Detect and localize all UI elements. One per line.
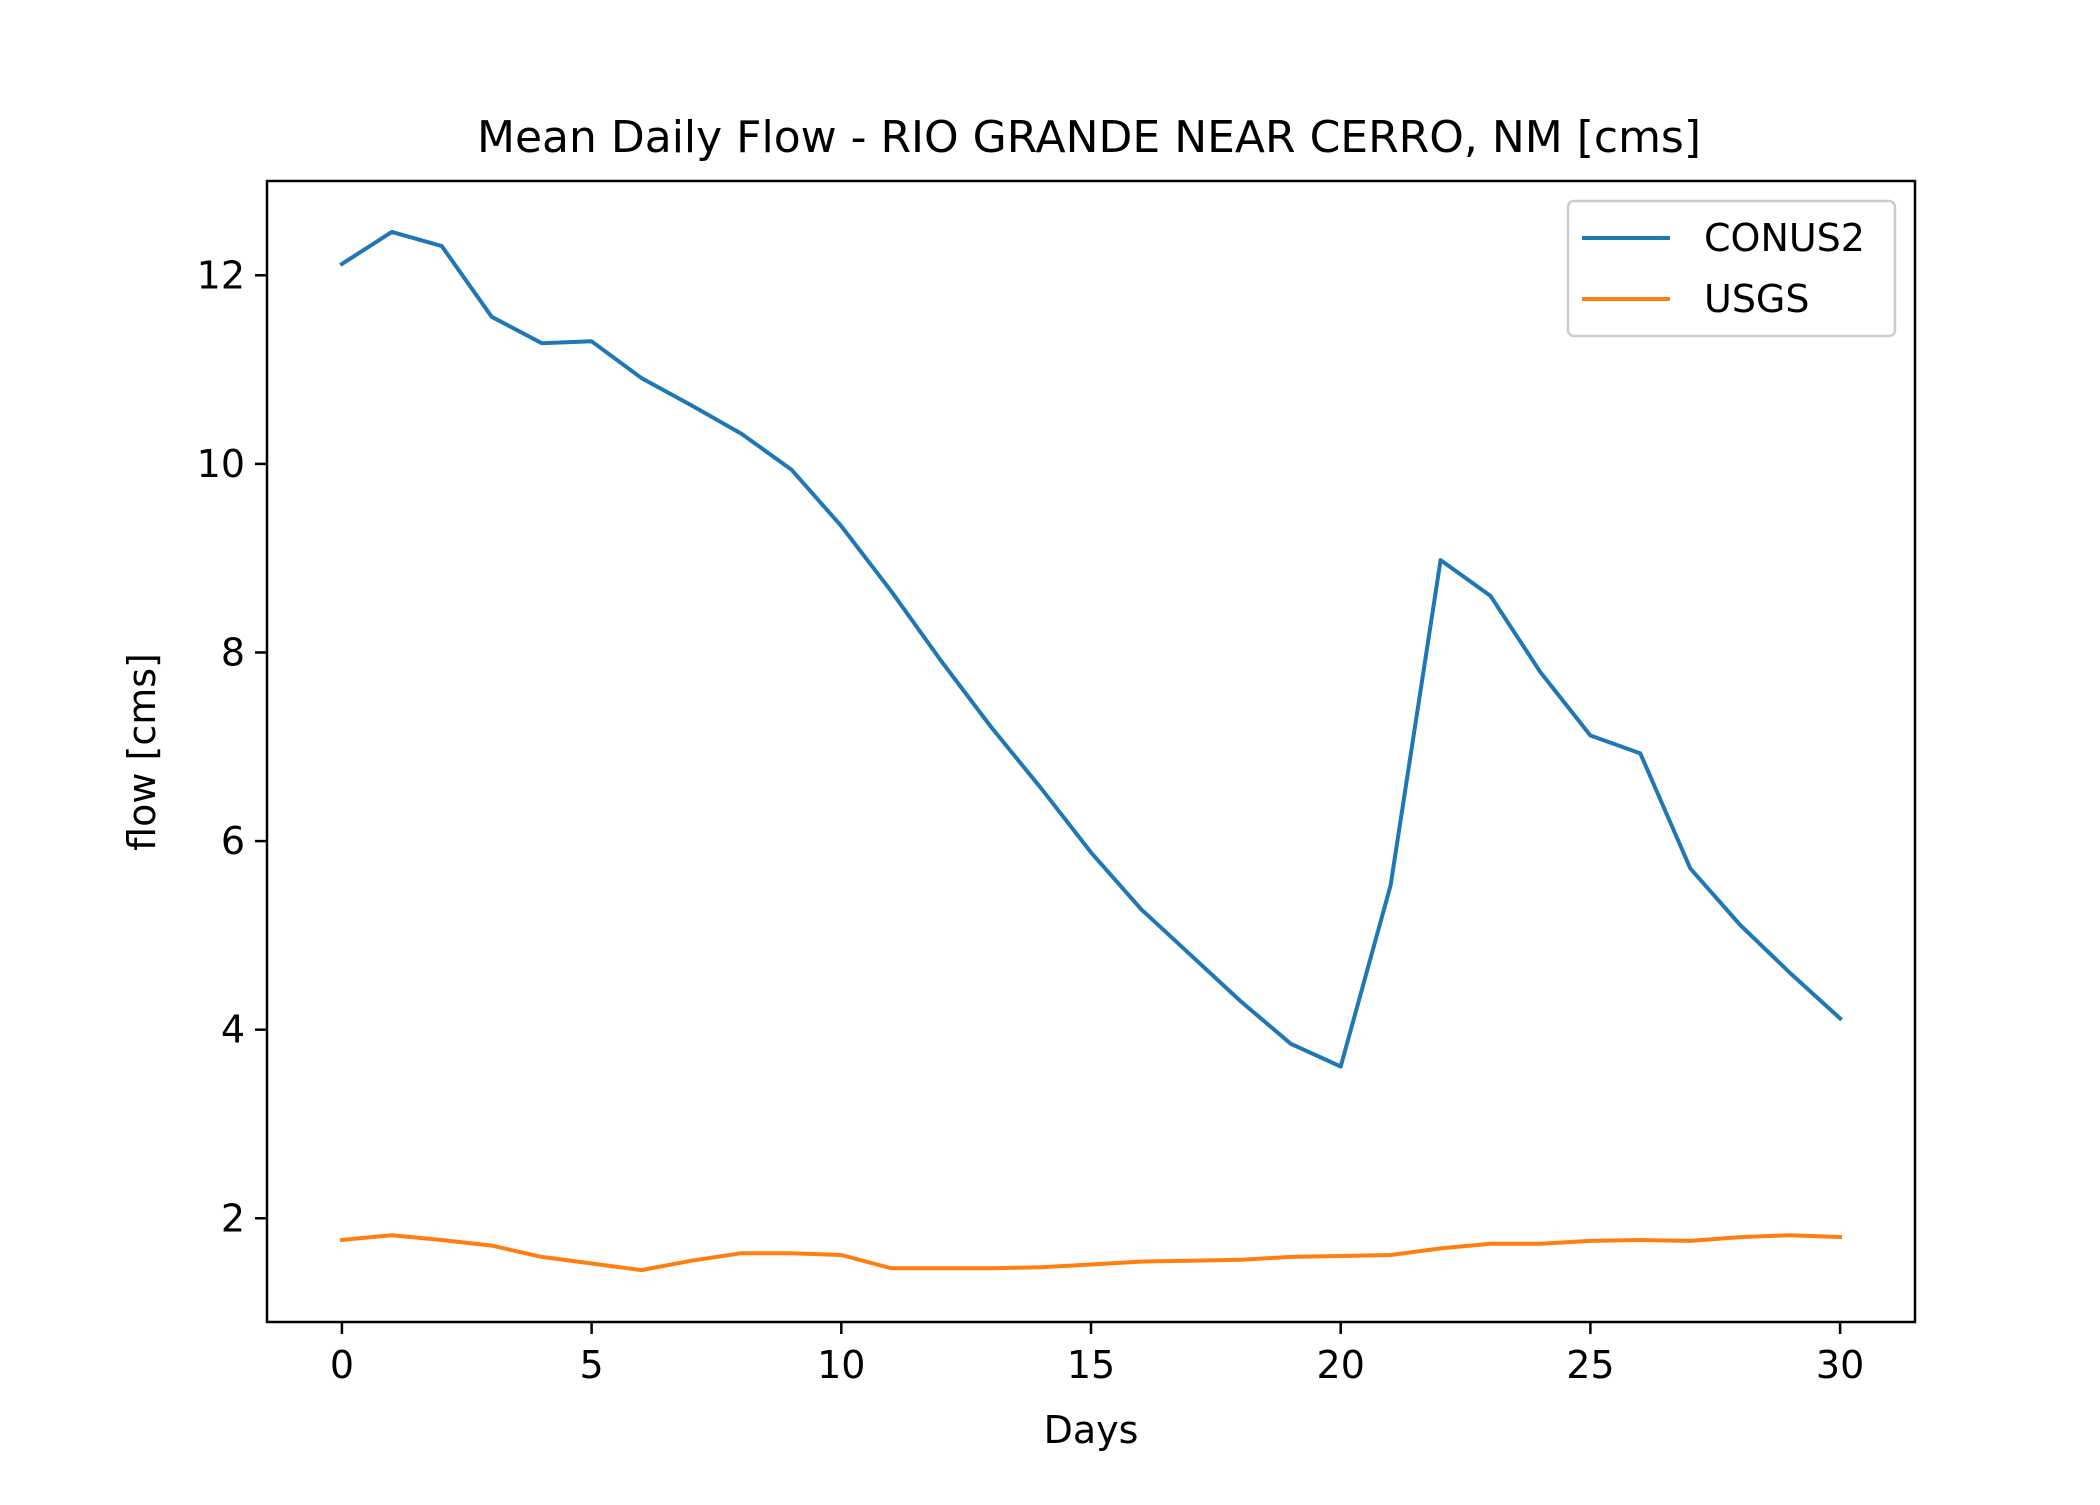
y-tick-label: 4 bbox=[221, 1008, 245, 1052]
x-axis-label: Days bbox=[1044, 1408, 1139, 1452]
x-tick-label: 25 bbox=[1566, 1343, 1614, 1387]
legend-box bbox=[1566, 199, 1897, 338]
y-axis-label: flow [cms] bbox=[120, 653, 164, 851]
series-line-conus2 bbox=[339, 229, 1843, 1069]
chart-title: Mean Daily Flow - RIO GRANDE NEAR CERRO,… bbox=[477, 112, 1701, 163]
x-tick-label: 5 bbox=[580, 1343, 604, 1387]
y-tick-label: 6 bbox=[221, 819, 245, 863]
y-tick-label: 12 bbox=[197, 253, 245, 297]
x-tick-label: 10 bbox=[817, 1343, 865, 1387]
y-tick-label: 2 bbox=[221, 1196, 245, 1240]
legend: CONUS2 USGS bbox=[1566, 199, 1897, 338]
x-tick-label: 0 bbox=[330, 1343, 354, 1387]
x-tick-label: 30 bbox=[1816, 1343, 1864, 1387]
legend-label-conus2: CONUS2 bbox=[1704, 216, 1865, 260]
plot-area bbox=[339, 229, 1843, 1273]
y-tick-label: 8 bbox=[221, 630, 245, 674]
x-tick-label: 20 bbox=[1317, 1343, 1365, 1387]
series-line-usgs bbox=[339, 1233, 1843, 1273]
legend-label-usgs: USGS bbox=[1704, 277, 1810, 321]
y-tick-label: 10 bbox=[197, 442, 245, 486]
x-tick-label: 15 bbox=[1067, 1343, 1115, 1387]
axis-ticks: 0 5 10 15 20 25 30 2 4 6 8 10 12 bbox=[197, 253, 1865, 1387]
